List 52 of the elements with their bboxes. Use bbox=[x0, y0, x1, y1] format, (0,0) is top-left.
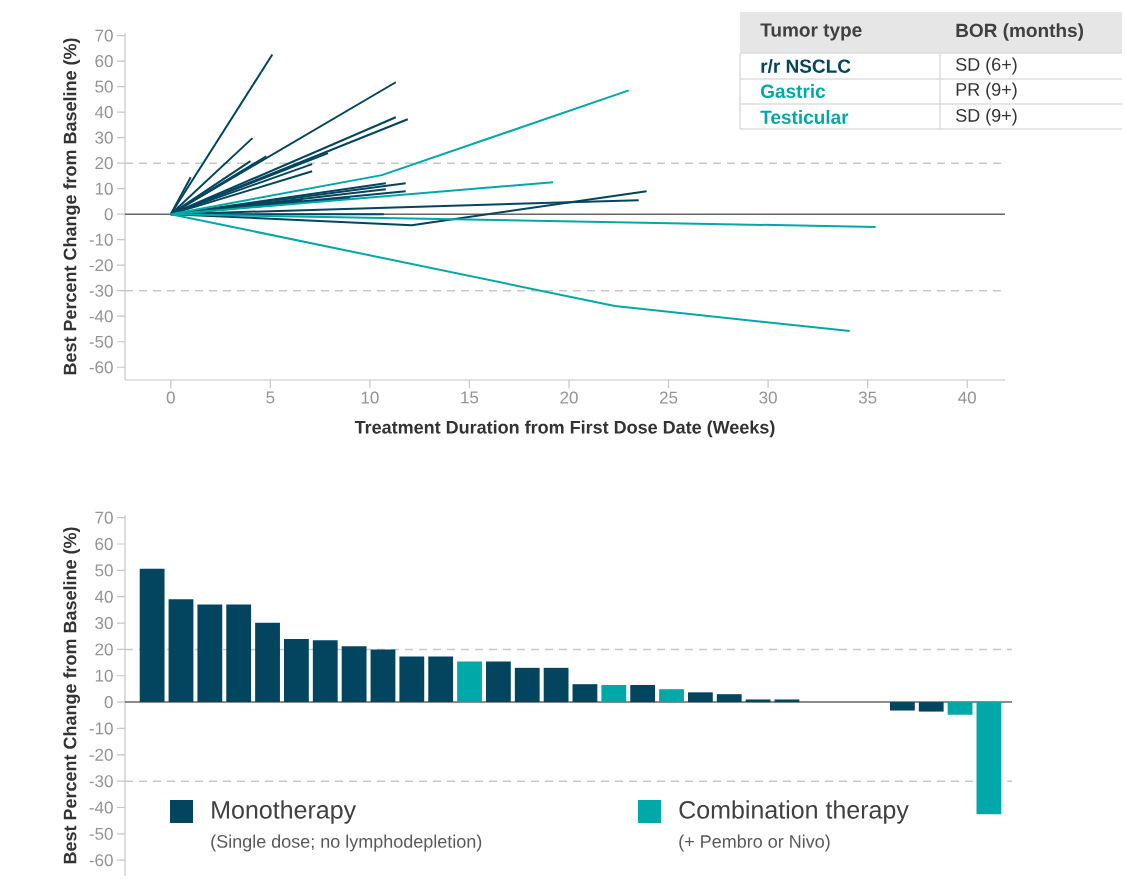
y-tick-label: 0 bbox=[104, 696, 113, 709]
y-axis-title: Best Percent Change from Baseline (%) bbox=[63, 527, 81, 864]
y-tick-label: -50 bbox=[89, 335, 113, 348]
y-tick-label: 60 bbox=[95, 537, 113, 551]
y-tick-label: 30 bbox=[95, 131, 113, 144]
annotation: (Single dose; no lymphodepletion) bbox=[211, 834, 482, 852]
x-axis-title: Treatment Duration from First Dose Date (Weeks) bbox=[354, 420, 775, 438]
y-tick-label: -20 bbox=[89, 259, 113, 272]
x-tick-label: 20 bbox=[560, 391, 578, 404]
x-tick-label: 10 bbox=[361, 391, 379, 404]
y-tick-label: -30 bbox=[89, 775, 113, 788]
y-tick-label: -40 bbox=[89, 801, 113, 814]
annotation: (+ Pembro or Nivo) bbox=[679, 834, 830, 852]
y-tick-label: 10 bbox=[95, 182, 113, 195]
legend-label: Combination therapy bbox=[679, 800, 909, 824]
y-tick-label: 70 bbox=[95, 511, 113, 524]
y-tick-label: 40 bbox=[94, 590, 113, 603]
y-tick-label: -20 bbox=[89, 748, 113, 761]
y-tick-label: 20 bbox=[95, 643, 113, 656]
y-tick-label: -10 bbox=[89, 722, 113, 735]
legend-label: Monotherapy bbox=[212, 800, 357, 824]
y-tick-label: -10 bbox=[89, 233, 113, 246]
y-tick-label: 20 bbox=[95, 157, 113, 170]
y-tick-label: 50 bbox=[95, 80, 113, 93]
y-axis-title: Best Percent Change from Baseline (%) bbox=[63, 38, 81, 375]
y-tick-label: -60 bbox=[89, 361, 113, 374]
x-tick-label: 25 bbox=[659, 391, 678, 404]
annotation: BOR (months) bbox=[956, 23, 1084, 41]
y-tick-label: 50 bbox=[95, 564, 113, 577]
x-tick-label: 35 bbox=[858, 391, 877, 404]
x-tick-label: 40 bbox=[958, 391, 976, 404]
y-tick-label: -60 bbox=[89, 854, 113, 867]
y-tick-label: -30 bbox=[89, 284, 113, 297]
x-tick-label: 0 bbox=[166, 391, 175, 404]
annotation: SD (9+) bbox=[956, 108, 1017, 126]
y-tick-label: -40 bbox=[89, 310, 113, 323]
x-tick-label: 30 bbox=[759, 391, 777, 404]
y-tick-label: 60 bbox=[95, 55, 113, 68]
y-tick-label: 10 bbox=[95, 669, 113, 682]
x-tick-label: 5 bbox=[266, 391, 275, 404]
y-tick-label: 30 bbox=[95, 617, 113, 630]
y-tick-label: 40 bbox=[94, 106, 113, 119]
y-tick-label: 70 bbox=[95, 29, 113, 42]
y-tick-label: -50 bbox=[89, 827, 113, 840]
annotation: r/r NSCLC bbox=[761, 58, 851, 74]
annotation: SD (6+) bbox=[956, 57, 1017, 75]
annotation: Gastric bbox=[760, 84, 826, 98]
x-tick-label: 15 bbox=[461, 391, 479, 404]
y-tick-label: 0 bbox=[104, 208, 113, 221]
annotation: PR (9+) bbox=[956, 82, 1017, 100]
annotation: Tumor type bbox=[760, 23, 862, 41]
annotation: Testicular bbox=[760, 110, 849, 124]
